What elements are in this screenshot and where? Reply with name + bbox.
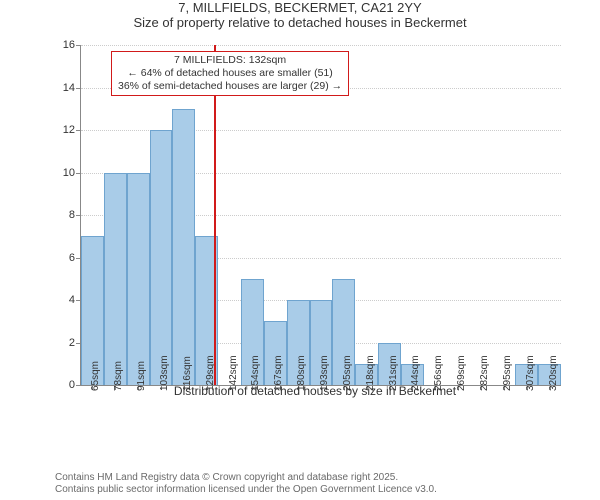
footer-line-2: Contains public sector information licen… [55, 484, 437, 496]
gridline [81, 45, 561, 46]
annotation-line: 36% of semi-detached houses are larger (… [118, 80, 342, 93]
annotation-line: 7 MILLFIELDS: 132sqm [118, 54, 342, 67]
ytick-label: 10 [63, 167, 75, 179]
ytick-mark [76, 173, 81, 174]
bar [104, 173, 127, 386]
footer-line-1: Contains HM Land Registry data © Crown c… [55, 472, 437, 484]
ytick-mark [76, 130, 81, 131]
ytick-label: 16 [63, 39, 75, 51]
bar [150, 130, 173, 385]
annotation-line: ← 64% of detached houses are smaller (51… [118, 67, 342, 80]
footer-attribution: Contains HM Land Registry data © Crown c… [55, 472, 437, 496]
ytick-mark [76, 45, 81, 46]
ytick-label: 8 [69, 209, 75, 221]
bar [127, 173, 150, 386]
ytick-label: 2 [69, 337, 75, 349]
x-axis-label: Distribution of detached houses by size … [55, 384, 575, 398]
chart-area: 024681012141665sqm78sqm91sqm103sqm116sqm… [55, 40, 575, 420]
ytick-label: 12 [63, 124, 75, 136]
bar [172, 109, 195, 385]
ytick-label: 6 [69, 252, 75, 264]
ytick-label: 14 [63, 82, 75, 94]
ytick-mark [76, 215, 81, 216]
title-line-1: 7, MILLFIELDS, BECKERMET, CA21 2YY [0, 0, 600, 15]
plot-region: 024681012141665sqm78sqm91sqm103sqm116sqm… [80, 45, 561, 386]
annotation-box: 7 MILLFIELDS: 132sqm← 64% of detached ho… [111, 51, 349, 96]
title-line-2: Size of property relative to detached ho… [0, 15, 600, 30]
ytick-mark [76, 88, 81, 89]
ytick-label: 4 [69, 294, 75, 306]
